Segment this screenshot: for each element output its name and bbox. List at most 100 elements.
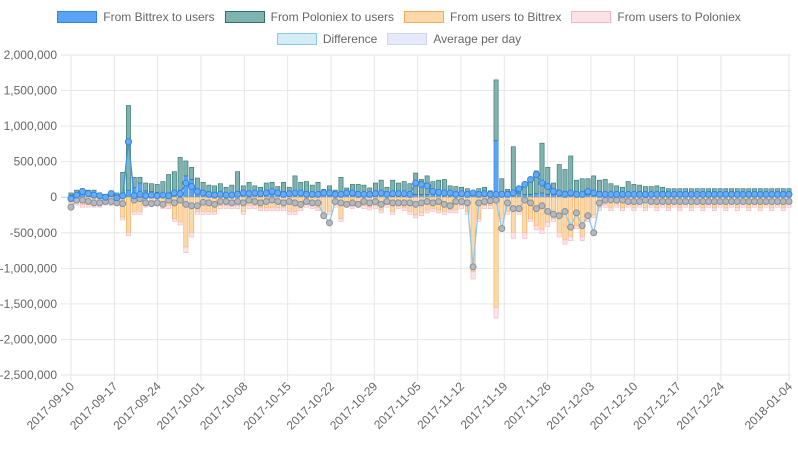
average-per-day-point — [107, 190, 115, 198]
bar-from-users-to-poloniex — [562, 239, 568, 245]
difference-point — [687, 197, 695, 205]
bar-from-users-to-poloniex — [482, 205, 487, 209]
difference-point — [119, 200, 127, 208]
difference-point — [377, 200, 385, 208]
difference-point — [641, 196, 649, 204]
legend-item-bittrex-to-users[interactable]: From Bittrex to users — [57, 10, 215, 24]
bar-from-users-to-poloniex — [263, 207, 269, 212]
difference-point — [417, 199, 425, 207]
bar-from-users-to-poloniex — [430, 208, 436, 212]
average-per-day-point — [101, 193, 109, 201]
average-per-day-point — [67, 195, 75, 203]
average-per-day-point — [366, 190, 374, 198]
difference-point — [762, 197, 770, 205]
difference-point — [492, 196, 500, 204]
bar-from-users-to-poloniex — [677, 207, 683, 212]
bar-from-poloniex-to-users — [183, 160, 189, 177]
difference-point — [756, 197, 764, 205]
difference-point — [768, 197, 776, 205]
average-per-day-point — [228, 191, 236, 199]
average-per-day-point — [377, 189, 385, 197]
difference-point — [509, 205, 517, 213]
average-per-day-point — [515, 185, 523, 193]
average-per-day-point — [234, 190, 242, 198]
difference-point — [262, 197, 270, 205]
difference-point — [343, 200, 351, 208]
average-per-day-point — [699, 190, 707, 198]
bar-from-users-to-poloniex — [568, 236, 574, 241]
bar-from-poloniex-to-users — [568, 155, 574, 195]
bar-from-users-to-poloniex — [413, 214, 419, 219]
bar-from-users-to-poloniex — [183, 246, 189, 253]
difference-point — [561, 207, 569, 215]
average-per-day-point — [572, 190, 580, 198]
difference-point — [153, 199, 161, 207]
legend-item-difference[interactable]: Difference — [276, 32, 377, 46]
bar-from-users-to-poloniex — [453, 209, 459, 214]
bar-from-users-to-poloniex — [240, 211, 246, 215]
bar-from-bittrex-to-users — [533, 193, 539, 198]
bar-from-users-to-poloniex — [286, 211, 292, 215]
difference-point — [216, 197, 224, 205]
difference-point — [383, 197, 391, 205]
bar-from-users-to-poloniex — [373, 205, 378, 209]
difference-point — [515, 205, 523, 213]
bar-from-users-to-poloniex — [131, 211, 137, 215]
average-per-day-point — [595, 190, 603, 198]
average-per-day-point — [417, 180, 425, 188]
average-per-day-point — [159, 191, 167, 199]
difference-point — [199, 198, 207, 206]
difference-point — [659, 197, 667, 205]
bar-from-poloniex-to-users — [189, 167, 195, 180]
average-per-day-point — [130, 192, 138, 200]
average-per-day-point — [504, 190, 512, 198]
bar-from-poloniex-to-users — [143, 182, 149, 192]
average-per-day-point — [406, 190, 414, 198]
bar-from-users-to-poloniex — [688, 207, 694, 212]
difference-point — [446, 202, 454, 210]
average-per-day-point — [360, 190, 368, 198]
bar-from-users-to-bittrex — [327, 196, 332, 212]
difference-point — [222, 197, 230, 205]
legend-item-users-to-poloniex[interactable]: From users to Poloniex — [571, 10, 741, 24]
difference-point — [297, 200, 305, 208]
difference-point — [607, 196, 615, 204]
average-per-day-point — [774, 190, 782, 198]
legend-item-users-to-bittrex[interactable]: From users to Bittrex — [404, 10, 561, 24]
average-per-day-point — [412, 179, 420, 187]
average-per-day-point — [113, 194, 121, 202]
average-per-day-point — [705, 190, 713, 198]
bar-from-users-to-poloniex — [631, 207, 637, 212]
average-per-day-point — [297, 189, 305, 197]
difference-point — [498, 225, 506, 233]
average-per-day-point — [567, 189, 575, 197]
bar-from-users-to-poloniex — [367, 206, 373, 211]
bar-from-users-to-poloniex — [608, 207, 614, 212]
average-per-day-point — [429, 188, 437, 196]
legend-row-2: Difference Average per day — [0, 28, 798, 50]
average-per-day-point — [785, 190, 793, 198]
legend-item-poloniex-to-users[interactable]: From Poloniex to users — [224, 10, 394, 24]
average-per-day-point — [521, 180, 529, 188]
difference-point — [188, 202, 196, 210]
average-per-day-point — [779, 190, 787, 198]
difference-point — [733, 197, 741, 205]
legend-item-average-per-day[interactable]: Average per day — [387, 32, 521, 46]
average-per-day-point — [647, 190, 655, 198]
average-per-day-point — [251, 189, 259, 197]
y-tick-label: -2,000,000 — [0, 332, 57, 346]
bar-from-bittrex-to-users — [413, 194, 419, 198]
bar-from-users-to-poloniex — [189, 232, 195, 238]
average-per-day-point — [710, 190, 718, 198]
difference-point — [647, 197, 655, 205]
average-per-day-point — [170, 189, 178, 197]
difference-point — [452, 197, 460, 205]
difference-point — [578, 222, 586, 230]
bar-from-users-to-bittrex — [591, 196, 597, 216]
bar-from-users-to-poloniex — [338, 218, 344, 222]
average-per-day-point — [653, 190, 661, 198]
difference-point — [676, 197, 684, 205]
average-per-day-point — [423, 182, 431, 190]
average-per-day-point — [182, 179, 190, 187]
average-per-day-point — [486, 190, 494, 198]
